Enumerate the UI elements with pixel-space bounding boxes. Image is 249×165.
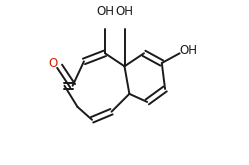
Text: O: O	[48, 57, 57, 70]
Text: OH: OH	[96, 5, 114, 18]
Text: OH: OH	[180, 44, 198, 57]
Text: OH: OH	[116, 5, 133, 18]
